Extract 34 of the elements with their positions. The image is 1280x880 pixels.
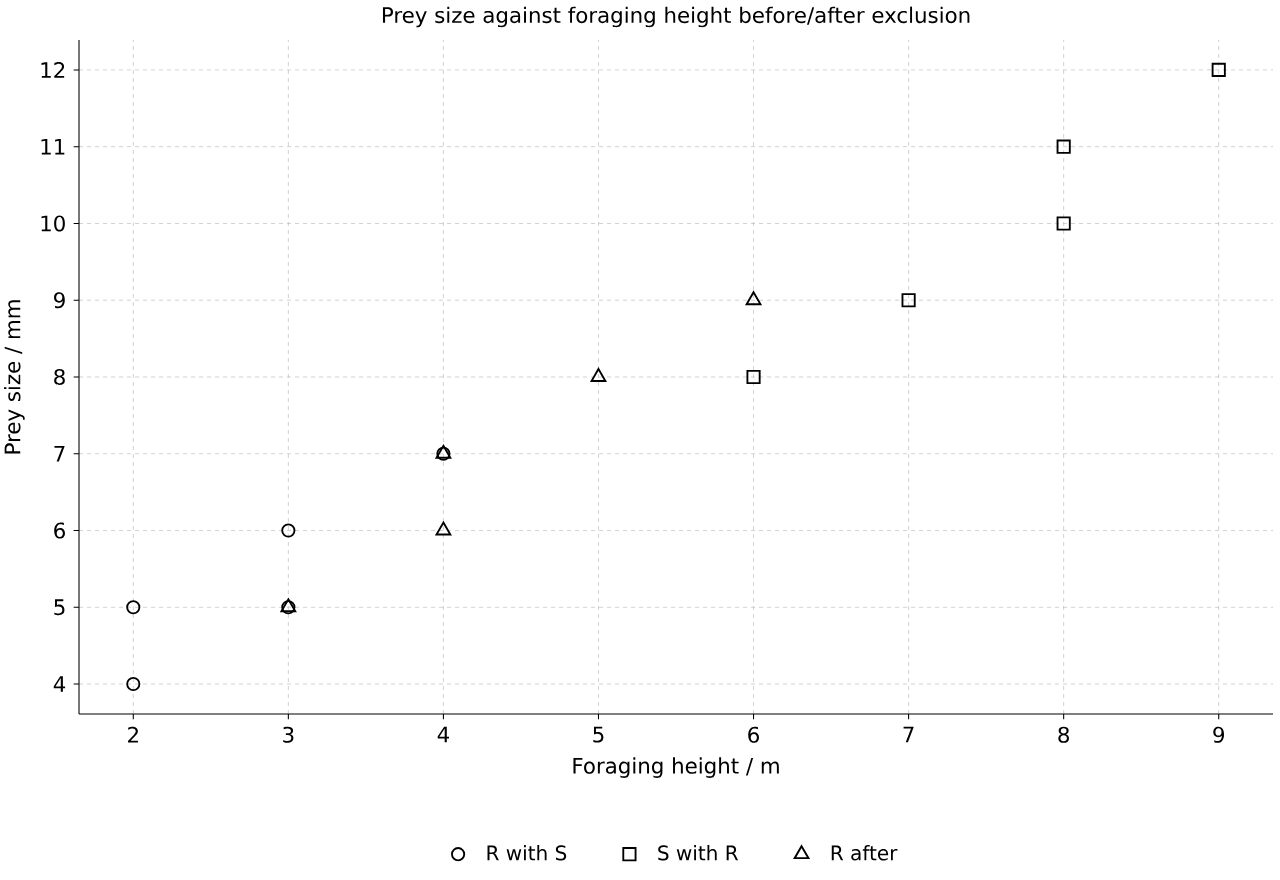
y-axis-title: Prey size / mm [4, 300, 25, 454]
point [1056, 216, 1071, 231]
y-tick-label: 10 [41, 215, 65, 232]
legend-label: R with S [487, 844, 567, 861]
x-tick-label: 5 [593, 726, 604, 743]
point [435, 521, 452, 536]
y-tick-label: 6 [54, 522, 65, 539]
chart-title: Prey size against foraging height before/after exclusion [382, 6, 970, 28]
y-tick-label: 4 [53, 676, 66, 692]
point [745, 291, 762, 306]
x-axis-title: Foraging height / m [573, 757, 779, 778]
x-tick-label: 8 [1058, 726, 1069, 743]
point [281, 523, 296, 538]
y-tick-label: 5 [54, 599, 65, 616]
point [1056, 139, 1071, 154]
point [590, 368, 607, 382]
y-tick-label: 8 [54, 368, 65, 386]
y-tick-label: 9 [54, 292, 65, 309]
y-tick-label: 7 [54, 445, 65, 462]
point [746, 369, 761, 385]
legend-label: R after [831, 844, 898, 861]
y-tick-label: 12 [41, 62, 65, 78]
x-tick-label: 3 [283, 726, 294, 743]
x-tick-label: 9 [1213, 726, 1225, 743]
x-tick-label: 6 [748, 726, 759, 743]
x-tick-label: 4 [437, 726, 449, 743]
y-tick-label: 11 [41, 138, 65, 155]
x-tick-label: 7 [903, 726, 914, 743]
point [901, 293, 916, 308]
x-tick-label: 2 [128, 726, 138, 743]
point [126, 600, 141, 615]
point [1211, 62, 1226, 77]
point [126, 676, 141, 692]
legend-label: S with R [658, 844, 739, 861]
